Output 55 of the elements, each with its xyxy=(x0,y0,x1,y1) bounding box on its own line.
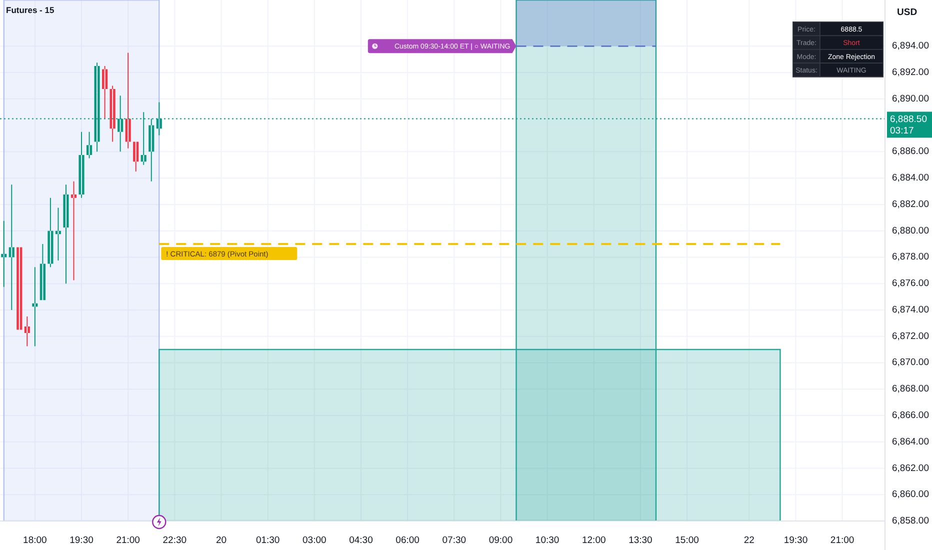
y-tick-label: 6,862.00 xyxy=(892,462,929,474)
candlestick xyxy=(24,316,30,346)
candlestick xyxy=(55,208,62,260)
candlestick xyxy=(133,142,139,172)
x-tick-label: 18:00 xyxy=(23,535,47,546)
candlestick xyxy=(1,220,7,287)
y-tick-label: 6,872.00 xyxy=(892,330,929,342)
candlestick xyxy=(8,184,14,310)
x-tick-label: 21:00 xyxy=(830,535,854,546)
y-tick-label: 6,868.00 xyxy=(892,384,929,395)
y-tick-label: 6,880.00 xyxy=(892,225,929,236)
y-tick-label: 6,890.00 xyxy=(892,93,929,104)
y-tick-label: 6,858.00 xyxy=(892,516,929,527)
y-tick-label: 6,876.00 xyxy=(892,278,929,290)
candlestick xyxy=(125,52,131,148)
y-tick-label: 6,874.00 xyxy=(892,304,929,316)
x-tick-label: 09:00 xyxy=(488,535,513,546)
candlestick xyxy=(63,184,69,284)
x-tick-label: 15:00 xyxy=(675,535,699,546)
y-tick-label: 6,886.00 xyxy=(892,146,929,158)
y-tick-label: 6,878.00 xyxy=(892,252,929,263)
y-tick-label: 6,860.00 xyxy=(892,489,929,500)
ref-line-label: 6,888.50 03:17 xyxy=(890,114,927,137)
y-tick-label: 6,892.00 xyxy=(892,67,929,78)
x-tick-label: 19:30 xyxy=(70,535,94,546)
x-tick-label: 07:30 xyxy=(442,535,466,546)
x-tick-label: 13:30 xyxy=(628,535,652,546)
y-tick-label: 6,864.00 xyxy=(892,436,929,448)
candlestick xyxy=(110,86,116,142)
y-axis-title: USD xyxy=(897,7,918,18)
x-tick-label: 03:00 xyxy=(302,535,326,546)
x-tick-label: 04:30 xyxy=(349,535,373,546)
x-tick-label: 19:30 xyxy=(784,535,808,546)
x-tick-label: 06:00 xyxy=(396,535,420,546)
x-tick-label: 21:00 xyxy=(116,535,140,546)
y-tick-label: 6,870.00 xyxy=(892,357,929,368)
y-tick-label: 6,884.00 xyxy=(892,172,929,184)
x-tick-label: 22:30 xyxy=(162,535,187,546)
x-tick-label: 01:30 xyxy=(256,535,280,546)
candlestick xyxy=(40,244,46,300)
candlestick xyxy=(48,198,54,268)
x-tick-label: 10:30 xyxy=(535,535,560,546)
y-tick-label: 6,882.00 xyxy=(892,198,929,210)
x-tick-label: 22 xyxy=(744,535,754,546)
y-tick-label: 6,894.00 xyxy=(892,40,929,52)
x-tick-label: 12:00 xyxy=(582,535,606,546)
text: Futures - 15 xyxy=(6,5,54,15)
candlestick xyxy=(16,247,22,330)
candlestick xyxy=(102,66,108,119)
candlestick xyxy=(78,132,84,198)
y-tick-label: 6,866.00 xyxy=(892,410,929,421)
candlestick xyxy=(32,267,38,346)
candlestick xyxy=(86,132,92,158)
candlestick xyxy=(70,181,77,280)
x-tick-label: 20 xyxy=(216,535,227,546)
